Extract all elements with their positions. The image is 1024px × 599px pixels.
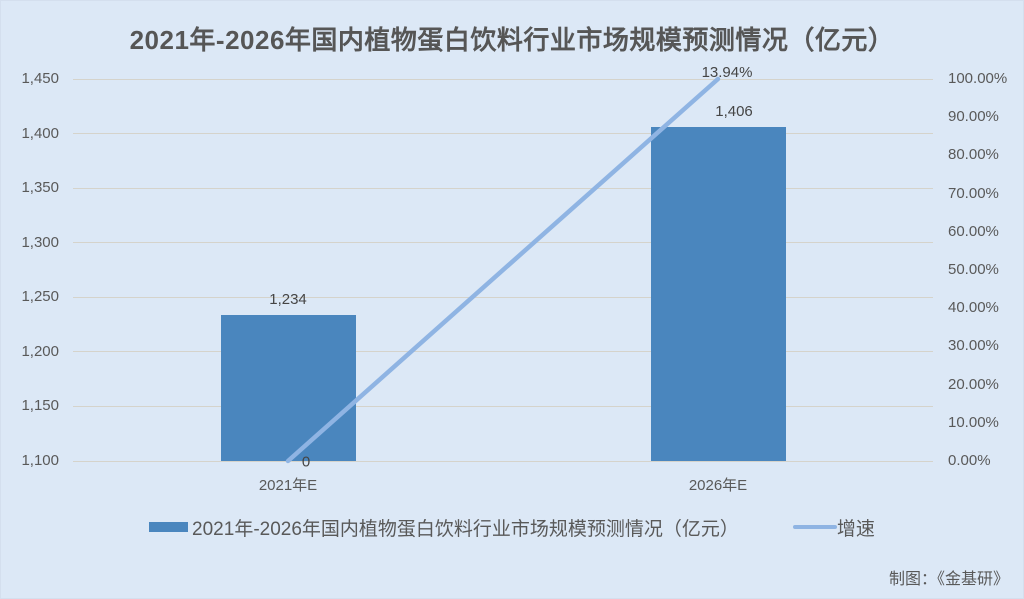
right-axis-tick-label: 10.00% (948, 413, 999, 431)
left-axis-tick-label: 1,200 (21, 342, 59, 360)
legend-bar-label: 2021年-2026年国内植物蛋白饮料行业市场规模预测情况（亿元） (192, 518, 739, 540)
line-value-label: 0 (301, 453, 311, 471)
right-axis-tick-label: 100.00% (948, 70, 1008, 87)
right-axis-tick-label: 80.00% (948, 146, 999, 164)
right-axis-tick-label: 20.00% (948, 375, 999, 393)
gridline (73, 351, 933, 353)
right-axis-tick-label: 50.00% (948, 261, 999, 278)
legend-line-swatch (792, 525, 837, 529)
right-axis-tick-label: 60.00% (948, 222, 999, 240)
right-axis-tick-label: 0.00% (948, 452, 991, 469)
bar-2026年E (650, 127, 786, 461)
gridline (73, 242, 933, 244)
credit-text: 制图：《金基研》 (888, 571, 1009, 588)
left-axis-tick-label: 1,100 (21, 452, 59, 469)
legend: 2021年-2026年国内植物蛋白饮料行业市场规模预测情况（亿元） 增速 (1, 515, 1023, 540)
x-axis-label-2026年E: 2026年E (688, 477, 748, 494)
left-axis-tick-label: 1,350 (21, 179, 59, 197)
bar-value-label: 1,406 (715, 103, 753, 121)
gridline (73, 460, 933, 462)
right-axis-tick-label: 40.00% (948, 299, 999, 317)
x-axis-label-2021年E: 2021年E (258, 477, 318, 494)
gridline (73, 405, 933, 407)
left-axis-tick-label: 1,300 (21, 233, 59, 251)
bar-2021年E (220, 314, 356, 461)
bar-value-label: 1,234 (269, 290, 307, 308)
gridline (73, 296, 933, 298)
left-axis-tick-label: 1,450 (21, 70, 59, 87)
gridline (73, 78, 933, 80)
gridline (73, 187, 933, 189)
right-axis-tick-label: 70.00% (948, 184, 999, 202)
left-axis-tick-label: 1,150 (21, 397, 59, 415)
legend-bar-swatch (149, 522, 189, 532)
left-axis-tick-label: 1,400 (21, 124, 59, 142)
right-axis-tick-label: 30.00% (948, 337, 999, 355)
gridline (73, 133, 933, 135)
chart-title: 2021年-2026年国内植物蛋白饮料行业市场规模预测情况（亿元） (129, 25, 895, 55)
line-value-label: 13.94% (701, 64, 753, 81)
right-axis-tick-label: 90.00% (948, 108, 999, 126)
left-axis-tick-label: 1,250 (21, 288, 59, 306)
legend-line-label: 增速 (836, 518, 875, 540)
